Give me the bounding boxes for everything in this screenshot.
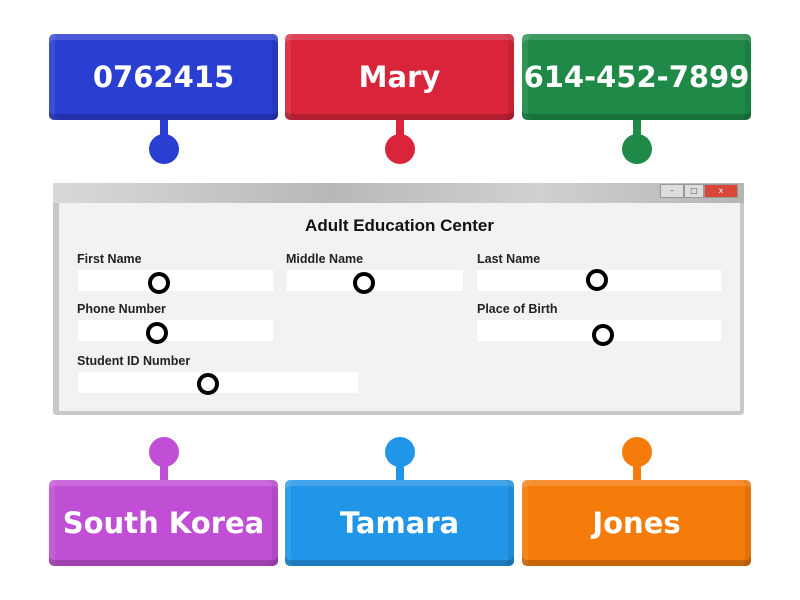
label-tile-place-of-birth[interactable]: South Korea <box>49 480 278 566</box>
middle-name-field[interactable] <box>287 270 463 291</box>
connector <box>633 460 641 482</box>
drop-target-student-id[interactable] <box>197 373 219 395</box>
connector <box>396 120 404 142</box>
form-window: – □ x Adult Education Center First Name … <box>53 183 744 415</box>
anchor-dot <box>385 134 415 164</box>
label-tile-phone-number[interactable]: 614-452-7899 <box>522 34 751 120</box>
label-tile-first-name[interactable]: Tamara <box>285 480 514 566</box>
last-name-label: Last Name <box>477 252 541 266</box>
drop-target-first-name[interactable] <box>148 272 170 294</box>
window-title: Adult Education Center <box>305 216 494 235</box>
anchor-dot <box>149 134 179 164</box>
label-tile-middle-name[interactable]: Mary <box>285 34 514 120</box>
close-button[interactable]: x <box>704 184 738 198</box>
form-content: Adult Education Center First Name Middle… <box>59 203 740 411</box>
first-name-label: First Name <box>77 252 142 266</box>
connector <box>160 120 168 142</box>
drop-target-last-name[interactable] <box>586 269 608 291</box>
maximize-button[interactable]: □ <box>684 184 704 198</box>
anchor-dot <box>622 134 652 164</box>
first-name-field[interactable] <box>78 270 273 291</box>
phone-number-field[interactable] <box>78 320 273 341</box>
phone-number-label: Phone Number <box>77 302 166 316</box>
place-of-birth-label: Place of Birth <box>477 302 558 316</box>
drop-target-middle-name[interactable] <box>353 272 375 294</box>
label-tile-student-id[interactable]: 0762415 <box>49 34 278 120</box>
connector <box>160 460 168 482</box>
drop-target-phone-number[interactable] <box>146 322 168 344</box>
middle-name-label: Middle Name <box>286 252 364 266</box>
title-bar: – □ x <box>53 183 744 203</box>
connector <box>396 460 404 482</box>
connector <box>633 120 641 142</box>
drop-target-place-of-birth[interactable] <box>592 324 614 346</box>
student-id-label: Student ID Number <box>77 354 191 368</box>
minimize-button[interactable]: – <box>660 184 684 198</box>
label-tile-last-name[interactable]: Jones <box>522 480 751 566</box>
